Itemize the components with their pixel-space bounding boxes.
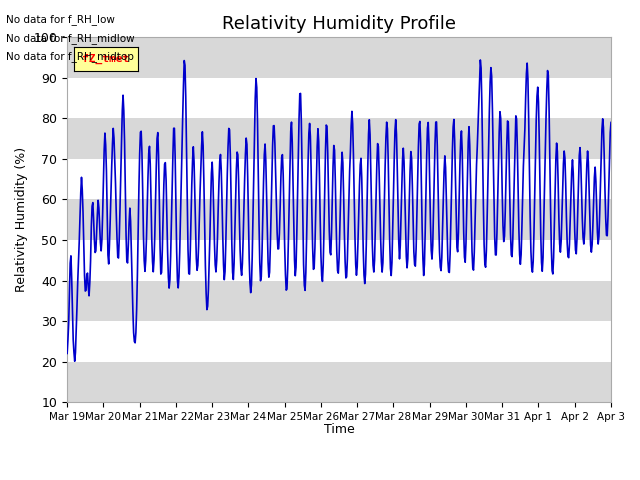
Text: No data for f_RH_midlow: No data for f_RH_midlow bbox=[6, 33, 135, 44]
Legend: 22m: 22m bbox=[300, 475, 379, 480]
X-axis label: Time: Time bbox=[324, 423, 355, 436]
Bar bbox=[67, 37, 611, 78]
Bar bbox=[67, 119, 611, 159]
Bar bbox=[67, 200, 611, 240]
Title: Relativity Humidity Profile: Relativity Humidity Profile bbox=[222, 15, 456, 33]
Text: fZ_tmet: fZ_tmet bbox=[82, 54, 129, 64]
Bar bbox=[67, 321, 611, 361]
Bar bbox=[67, 159, 611, 200]
Text: No data for f_RH_low: No data for f_RH_low bbox=[6, 14, 115, 25]
Text: No data for f_RH_midtop: No data for f_RH_midtop bbox=[6, 51, 134, 62]
Bar bbox=[67, 361, 611, 402]
Bar bbox=[67, 78, 611, 119]
Y-axis label: Relativity Humidity (%): Relativity Humidity (%) bbox=[15, 147, 28, 292]
Bar bbox=[67, 240, 611, 280]
Bar bbox=[67, 280, 611, 321]
